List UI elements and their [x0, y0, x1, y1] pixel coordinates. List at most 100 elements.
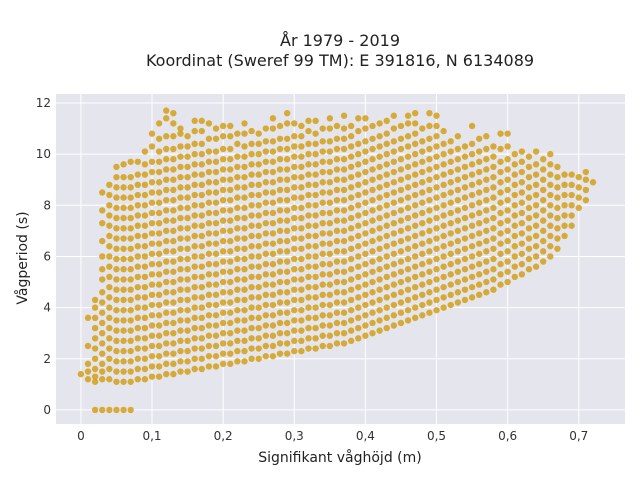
data-point	[568, 202, 575, 209]
data-point	[475, 250, 483, 258]
data-point	[141, 222, 149, 229]
data-point	[163, 340, 170, 347]
data-point	[355, 181, 362, 189]
data-point	[177, 266, 184, 273]
data-point	[291, 214, 298, 222]
data-point	[568, 222, 575, 229]
data-point	[276, 289, 284, 296]
data-point	[475, 148, 483, 155]
data-point	[305, 171, 312, 178]
data-point	[184, 133, 191, 140]
data-point	[404, 317, 412, 324]
data-point	[554, 173, 561, 181]
data-point	[269, 125, 277, 132]
data-point	[91, 314, 99, 322]
data-point	[397, 196, 405, 204]
data-point	[362, 332, 369, 339]
data-point	[227, 176, 234, 183]
data-point	[404, 120, 412, 127]
data-point	[212, 209, 220, 217]
data-point	[383, 150, 390, 158]
data-point	[511, 253, 518, 260]
data-point	[419, 281, 426, 288]
data-point	[475, 271, 483, 278]
data-point	[198, 324, 206, 332]
data-point	[333, 176, 341, 183]
data-point	[177, 194, 184, 201]
data-point	[106, 314, 113, 322]
x-tick-label: 0,3	[285, 429, 304, 443]
data-point	[525, 245, 533, 252]
data-point	[376, 276, 383, 283]
data-point	[483, 258, 490, 265]
data-point	[525, 153, 533, 160]
data-point	[155, 135, 163, 142]
data-point	[411, 243, 419, 250]
data-point	[504, 156, 511, 163]
data-point	[155, 179, 163, 186]
data-point	[411, 232, 419, 240]
data-point	[475, 230, 483, 237]
data-point	[319, 158, 326, 165]
data-point	[483, 289, 490, 296]
data-point	[454, 196, 462, 204]
data-point	[291, 184, 298, 191]
data-point	[163, 258, 170, 265]
data-point	[291, 255, 298, 263]
data-point	[205, 120, 213, 127]
data-point	[369, 135, 376, 142]
data-point	[447, 250, 454, 258]
data-point	[219, 309, 227, 316]
data-point	[404, 245, 412, 252]
data-point	[298, 133, 305, 140]
data-point	[141, 304, 149, 311]
data-point	[419, 199, 426, 206]
data-point	[141, 202, 149, 209]
data-point	[291, 347, 298, 355]
data-point	[191, 273, 198, 281]
data-point	[163, 360, 170, 368]
data-point	[497, 189, 504, 196]
data-point	[184, 255, 191, 263]
data-point	[326, 322, 334, 329]
data-point	[255, 345, 262, 352]
data-point	[269, 271, 277, 278]
data-point	[99, 237, 106, 245]
data-point	[390, 168, 398, 176]
data-point	[468, 122, 476, 130]
data-point	[148, 168, 156, 176]
data-point	[419, 158, 426, 165]
data-point	[355, 243, 362, 250]
data-point	[163, 156, 170, 163]
data-point	[99, 329, 106, 337]
data-point	[312, 161, 319, 168]
data-point	[120, 296, 127, 304]
data-point	[362, 301, 369, 309]
data-point	[326, 250, 334, 258]
data-point	[475, 179, 483, 186]
data-point	[426, 109, 433, 117]
data-point	[540, 237, 547, 245]
data-point	[205, 281, 213, 288]
data-point	[177, 204, 184, 212]
data-point	[383, 273, 390, 281]
data-point	[383, 304, 390, 311]
data-point	[440, 161, 447, 168]
data-point	[155, 281, 163, 288]
data-point	[383, 263, 390, 270]
y-tick-label: 0	[43, 403, 51, 417]
data-point	[305, 243, 312, 250]
data-point	[554, 225, 561, 232]
data-point	[106, 191, 113, 199]
data-point	[483, 248, 490, 255]
data-point	[291, 276, 298, 283]
data-point	[262, 332, 270, 339]
data-point	[241, 130, 248, 137]
data-point	[205, 148, 213, 155]
data-point	[369, 319, 376, 327]
data-point	[305, 253, 312, 260]
data-point	[91, 324, 99, 332]
data-point	[404, 306, 412, 314]
data-point	[582, 168, 590, 176]
data-point	[333, 145, 341, 153]
